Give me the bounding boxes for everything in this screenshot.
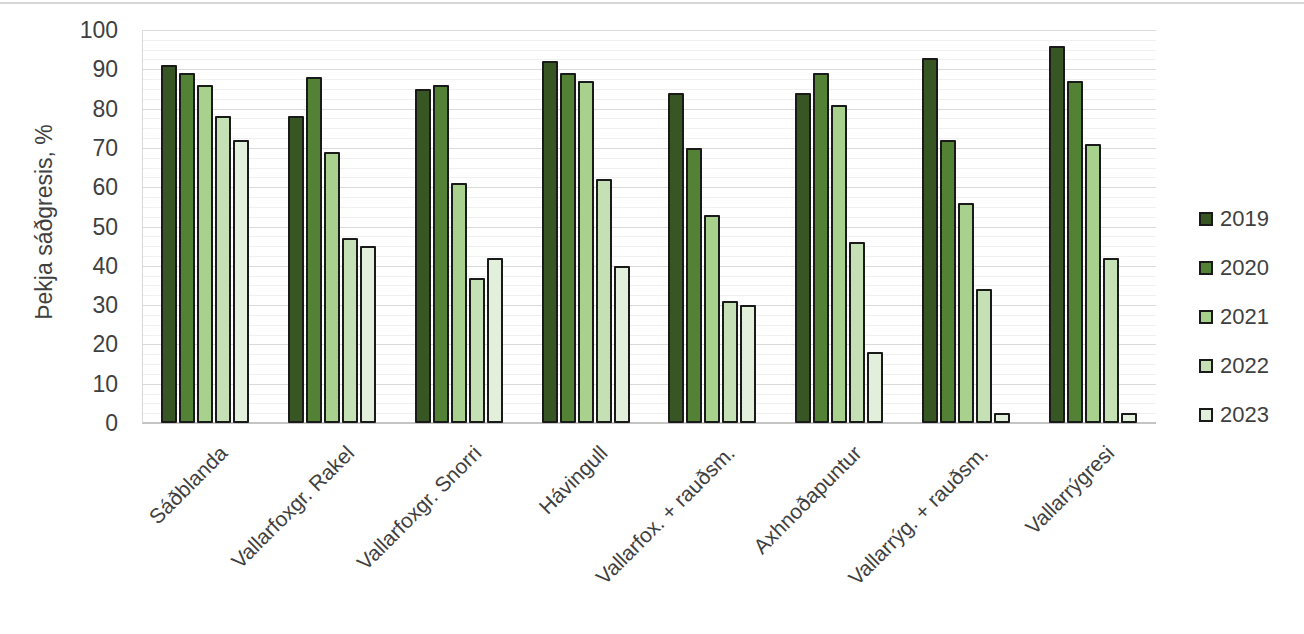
x-category-label-6: Axhnoðapuntur: [748, 441, 866, 559]
legend-swatch-icon: [1199, 261, 1213, 275]
x-category-label-7: Vallarrýg. + rauðsm.: [844, 441, 993, 590]
bar-2022-Axhnoðapuntur: [849, 242, 865, 423]
bar-2019-Vallarfox. + rauðsm.: [668, 93, 684, 423]
bar-2020-Vallarrýgresi: [1067, 81, 1083, 423]
bar-2020-Sáðblanda: [179, 73, 195, 423]
bar-2022-Hávingull: [596, 179, 612, 423]
y-tick-label-100: 100: [0, 17, 118, 43]
x-category-label-5: Vallarfox. + rauðsm.: [591, 441, 739, 589]
bar-2022-Vallarfox. + rauðsm.: [722, 301, 738, 423]
top-divider: [0, 2, 1304, 4]
legend-label: 2022: [1220, 353, 1269, 379]
bar-chart: Þekja sáðgresis, % 010203040506070809010…: [0, 0, 1304, 634]
bar-2023-Vallarrýg. + rauðsm.: [994, 413, 1010, 423]
bar-2022-Vallarrýg. + rauðsm.: [976, 289, 992, 423]
plot-area: [142, 30, 1156, 423]
bar-2021-Vallarfox. + rauðsm.: [704, 215, 720, 423]
bar-2020-Vallarrýg. + rauðsm.: [940, 140, 956, 423]
bar-2019-Sáðblanda: [161, 65, 177, 423]
bar-group-7: [922, 58, 1010, 423]
bar-2019-Vallarfoxgr. Rakel: [288, 116, 304, 423]
gridline-minor: [142, 50, 1156, 51]
bar-2021-Sáðblanda: [197, 85, 213, 423]
legend-label: 2020: [1220, 255, 1269, 281]
y-tick-label-10: 10: [0, 371, 118, 397]
bar-2019-Hávingull: [542, 61, 558, 423]
bar-2019-Vallarfoxgr. Snorri: [415, 89, 431, 423]
bar-2023-Vallarrýgresi: [1121, 413, 1137, 423]
bar-2019-Vallarrýg. + rauðsm.: [922, 58, 938, 423]
y-tick-label-20: 20: [0, 331, 118, 357]
bar-2020-Hávingull: [560, 73, 576, 423]
legend-swatch-icon: [1199, 359, 1213, 373]
legend-swatch-icon: [1199, 408, 1213, 422]
x-category-label-8: Vallarrýgresi: [1021, 441, 1119, 539]
bar-2019-Vallarrýgresi: [1049, 46, 1065, 423]
x-category-label-2: Vallarfoxgr. Rakel: [227, 441, 359, 573]
legend-item-2019: 2019: [1199, 206, 1269, 232]
legend-item-2020: 2020: [1199, 255, 1269, 281]
y-tick-label-50: 50: [0, 214, 118, 240]
y-tick-label-80: 80: [0, 96, 118, 122]
bar-2019-Axhnoðapuntur: [795, 93, 811, 423]
bar-2022-Vallarfoxgr. Rakel: [342, 238, 358, 423]
legend-swatch-icon: [1199, 212, 1213, 226]
bar-2022-Sáðblanda: [215, 116, 231, 423]
bar-2020-Vallarfoxgr. Rakel: [306, 77, 322, 423]
bar-2023-Vallarfoxgr. Snorri: [487, 258, 503, 423]
legend-item-2023: 2023: [1199, 402, 1269, 428]
legend-swatch-icon: [1199, 310, 1213, 324]
bar-2022-Vallarfoxgr. Snorri: [469, 278, 485, 423]
y-tick-label-90: 90: [0, 56, 118, 82]
y-tick-label-60: 60: [0, 174, 118, 200]
legend-label: 2023: [1220, 402, 1269, 428]
y-tick-label-30: 30: [0, 292, 118, 318]
bar-2021-Vallarfoxgr. Snorri: [451, 183, 467, 423]
bar-2020-Vallarfox. + rauðsm.: [686, 148, 702, 423]
bar-2020-Vallarfoxgr. Snorri: [433, 85, 449, 423]
bar-2022-Vallarrýgresi: [1103, 258, 1119, 423]
bar-group-1: [161, 65, 249, 423]
bar-2021-Hávingull: [578, 81, 594, 423]
bar-2023-Vallarfoxgr. Rakel: [360, 246, 376, 423]
y-tick-label-40: 40: [0, 253, 118, 279]
bar-group-3: [415, 85, 503, 423]
bar-2021-Vallarfoxgr. Rakel: [324, 152, 340, 423]
bar-2023-Hávingull: [614, 266, 630, 423]
legend-item-2021: 2021: [1199, 304, 1269, 330]
bar-2021-Vallarrýgresi: [1085, 144, 1101, 423]
bar-2021-Vallarrýg. + rauðsm.: [958, 203, 974, 423]
x-category-label-1: Sáðblanda: [144, 441, 232, 529]
y-tick-label-70: 70: [0, 135, 118, 161]
bar-2023-Axhnoðapuntur: [867, 352, 883, 423]
bar-group-6: [795, 73, 883, 423]
legend-label: 2021: [1220, 304, 1269, 330]
legend-label: 2019: [1220, 206, 1269, 232]
bar-group-8: [1049, 46, 1137, 423]
bar-2023-Sáðblanda: [233, 140, 249, 423]
y-axis-line: [142, 30, 143, 423]
legend-item-2022: 2022: [1199, 353, 1269, 379]
legend: 2019 2020 2021 2022 2023: [1199, 206, 1269, 451]
bar-group-5: [668, 93, 756, 423]
bar-group-2: [288, 77, 376, 423]
bar-2021-Axhnoðapuntur: [831, 105, 847, 423]
gridline-minor: [142, 40, 1156, 41]
bar-2023-Vallarfox. + rauðsm.: [740, 305, 756, 423]
gridline-major: [142, 30, 1156, 31]
bar-2020-Axhnoðapuntur: [813, 73, 829, 423]
bar-group-4: [542, 61, 630, 423]
y-tick-label-0: 0: [0, 410, 118, 436]
x-category-label-4: Hávingull: [535, 441, 613, 519]
x-category-label-3: Vallarfoxgr. Snorri: [352, 441, 486, 575]
